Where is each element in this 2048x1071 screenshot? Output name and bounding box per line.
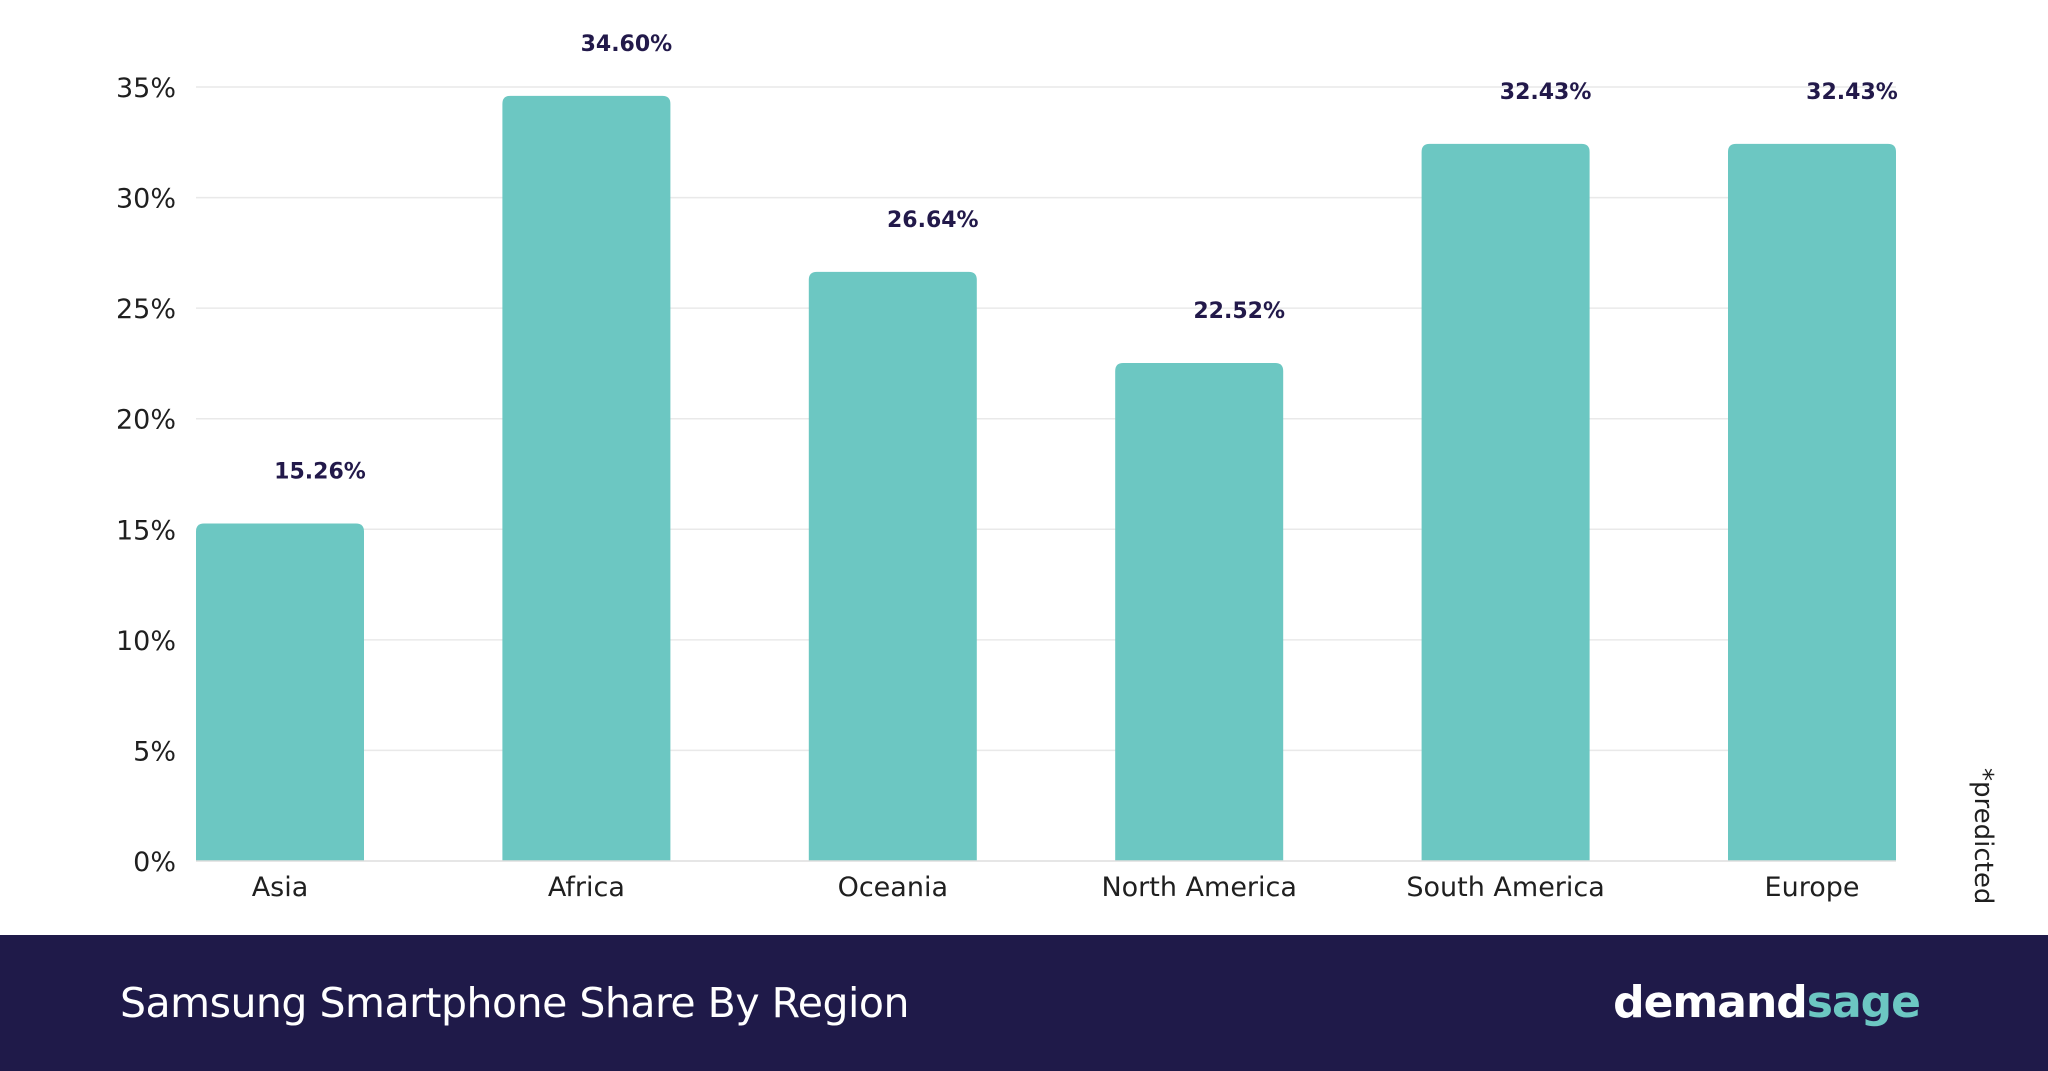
predicted-note: *predicted	[1968, 768, 1998, 904]
data-label: 32.43%	[1806, 80, 1898, 105]
bar-chart: 0% 5% 10% 15% 20% 25% 30% 35% 15.26% 34.60% 26.64…	[116, 32, 1998, 904]
data-label: 32.43%	[1500, 80, 1592, 105]
bar-south-america	[1421, 143, 1590, 861]
category-label: Asia	[252, 872, 309, 903]
y-axis-tick-labels: 0% 5% 10% 15% 20% 25% 30% 35%	[116, 73, 176, 878]
bar-europe	[1728, 143, 1896, 861]
category-label: Africa	[548, 872, 625, 903]
y-tick-label: 20%	[116, 405, 176, 436]
bar-oceania	[808, 271, 977, 861]
category-label: North America	[1101, 872, 1296, 903]
category-label: Oceania	[838, 872, 948, 903]
y-tick-label: 10%	[116, 626, 176, 657]
x-axis-category-labels: Asia Africa Oceania North America South Amer…	[252, 872, 1860, 903]
brand-logo: demandsage	[1613, 935, 1921, 1071]
data-label: 22.52%	[1193, 299, 1285, 324]
bar-africa	[502, 95, 671, 862]
bar-asia	[196, 523, 364, 861]
chart-title: Samsung Smartphone Share By Region	[120, 979, 909, 1027]
data-label: 15.26%	[274, 460, 366, 485]
data-labels: 15.26% 34.60% 26.64% 22.52% 32.43% 32.43%	[274, 32, 1898, 485]
category-label: South America	[1406, 872, 1604, 903]
logo-text-sage: sage	[1806, 977, 1921, 1028]
y-tick-label: 5%	[133, 736, 176, 767]
y-tick-label: 35%	[116, 73, 176, 104]
data-label: 26.64%	[887, 208, 979, 233]
grid-lines	[196, 86, 1896, 752]
footer-banner: Samsung Smartphone Share By Region deman…	[0, 935, 2048, 1071]
category-label: Europe	[1765, 872, 1860, 903]
y-tick-label: 25%	[116, 294, 176, 325]
y-tick-label: 0%	[133, 847, 176, 878]
y-tick-label: 30%	[116, 184, 176, 215]
logo-text-demand: demand	[1613, 977, 1808, 1028]
bar-north-america	[1115, 362, 1284, 861]
bars	[196, 95, 1896, 862]
y-tick-label: 15%	[116, 515, 176, 546]
data-label: 34.60%	[581, 32, 673, 57]
